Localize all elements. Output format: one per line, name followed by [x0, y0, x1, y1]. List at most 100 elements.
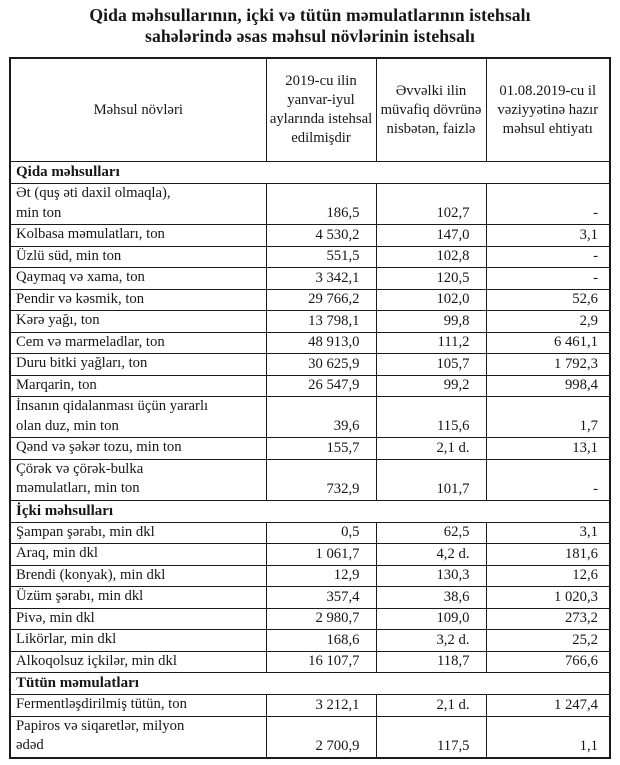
stock-value-cell: 181,6 — [485, 543, 611, 566]
vs-prev-year-value-cell: 62,5 — [375, 521, 487, 544]
table-row: Cem və marmeladlar, ton 48 913,0 111,2 6 46… — [9, 331, 611, 354]
product-name-cell: Brendi (konyak), min dkl — [9, 564, 267, 587]
product-name-cell: Marqarin, ton — [9, 374, 267, 397]
stock-value-cell: 766,6 — [485, 650, 611, 673]
product-name-cell: Kərə yağı, ton — [9, 310, 267, 333]
section-header-label: Tütün məmulatları — [9, 672, 611, 695]
produced-value-cell: 551,5 — [265, 245, 377, 268]
vs-prev-year-value-cell: 118,7 — [375, 650, 487, 673]
produced-value-cell: 13 798,1 — [265, 310, 377, 333]
produced-value-cell: 26 547,9 — [265, 374, 377, 397]
stock-value-cell: - — [485, 458, 611, 501]
produced-value-cell: 2 980,7 — [265, 607, 377, 630]
table-row: Qənd və şəkər tozu, min ton 155,7 2,1 d. 13… — [9, 437, 611, 460]
product-name-cell: Pivə, min dkl — [9, 607, 267, 630]
produced-value-cell: 12,9 — [265, 564, 377, 587]
product-name-cell: Fermentləşdirilmiş tütün, ton — [9, 694, 267, 717]
table-row: Duru bitki yağları, ton 30 625,9 105,7 1 79… — [9, 353, 611, 376]
section-header-row: Tütün məmulatları — [9, 672, 611, 695]
product-name-cell: Kolbasa məmulatları, ton — [9, 224, 267, 247]
vs-prev-year-value-cell: 115,6 — [375, 396, 487, 438]
product-name-cell: Pendir və kəsmik, ton — [9, 288, 267, 311]
table-row: Fermentləşdirilmiş tütün, ton 3 212,1 2,1 … — [9, 694, 611, 717]
product-name-cell: Duru bitki yağları, ton — [9, 353, 267, 376]
vs-prev-year-value-cell: 111,2 — [375, 331, 487, 354]
vs-prev-year-value-cell: 117,5 — [375, 715, 487, 758]
section-header-label: Qida məhsulları — [9, 161, 611, 184]
vs-prev-year-value-cell: 102,7 — [375, 183, 487, 225]
stock-value-cell: - — [485, 245, 611, 268]
product-name-cell: Üzüm şərabı, min dkl — [9, 586, 267, 609]
product-name-cell: Qənd və şəkər tozu, min ton — [9, 437, 267, 460]
vs-prev-year-value-cell: 109,0 — [375, 607, 487, 630]
column-header-vs-previous-year: Əvvəlki ilin müvafiq dövrünə nisbətən, f… — [375, 57, 487, 162]
table-row: Alkoqolsuz içkilər, min dkl 16 107,7 118,7… — [9, 650, 611, 673]
stock-value-cell: 12,6 — [485, 564, 611, 587]
table-row: Papiros və siqaretlər, milyon ədəd 2 700,… — [9, 715, 611, 758]
produced-value-cell: 3 212,1 — [265, 694, 377, 717]
stock-value-cell: 2,9 — [485, 310, 611, 333]
stock-value-cell: 1 247,4 — [485, 694, 611, 717]
stock-value-cell: 3,1 — [485, 224, 611, 247]
page-title: Qida məhsullarının, içki və tütün məmula… — [89, 5, 531, 46]
table-row: Pendir və kəsmik, ton 29 766,2 102,0 52,6 — [9, 288, 611, 311]
vs-prev-year-value-cell: 99,2 — [375, 374, 487, 397]
table-row: Ət (quş əti daxil olmaqla), min ton 186,5… — [9, 183, 611, 225]
vs-prev-year-value-cell: 120,5 — [375, 267, 487, 290]
table-row: Şampan şərabı, min dkl 0,5 62,5 3,1 — [9, 521, 611, 544]
produced-value-cell: 0,5 — [265, 521, 377, 544]
stock-value-cell: 6 461,1 — [485, 331, 611, 354]
stock-value-cell: 273,2 — [485, 607, 611, 630]
product-name-cell: Likörlar, min dkl — [9, 629, 267, 652]
stock-value-cell: 1 792,3 — [485, 353, 611, 376]
produced-value-cell: 16 107,7 — [265, 650, 377, 673]
product-name-cell: Qaymaq və xama, ton — [9, 267, 267, 290]
produced-value-cell: 186,5 — [265, 183, 377, 225]
product-name-cell: Araq, min dkl — [9, 543, 267, 566]
table-header-row: Məhsul növləri 2019-cu ilin yanvar-iyul … — [9, 57, 611, 162]
table-row: İnsanın qidalanması üçün yararlı olan du… — [9, 396, 611, 438]
column-header-produced-2019: 2019-cu ilin yanvar-iyul aylarında isteh… — [265, 57, 377, 162]
vs-prev-year-value-cell: 4,2 d. — [375, 543, 487, 566]
table-row: Brendi (konyak), min dkl 12,9 130,3 12,6 — [9, 564, 611, 587]
vs-prev-year-value-cell: 147,0 — [375, 224, 487, 247]
table-header: Məhsul növləri 2019-cu ilin yanvar-iyul … — [9, 57, 611, 162]
produced-value-cell: 30 625,9 — [265, 353, 377, 376]
column-header-ready-product-stock: 01.08.2019-cu il vəziyyətinə hazır məhsu… — [485, 57, 611, 162]
vs-prev-year-value-cell: 130,3 — [375, 564, 487, 587]
product-name-cell: Alkoqolsuz içkilər, min dkl — [9, 650, 267, 673]
table-row: Marqarin, ton 26 547,9 99,2 998,4 — [9, 374, 611, 397]
vs-prev-year-value-cell: 101,7 — [375, 458, 487, 501]
product-name-cell: İnsanın qidalanması üçün yararlı olan du… — [9, 396, 267, 438]
produced-value-cell: 155,7 — [265, 437, 377, 460]
table-row: Likörlar, min dkl 168,6 3,2 d. 25,2 — [9, 629, 611, 652]
table-body: Qida məhsulları Ət (quş əti daxil olmaqla… — [9, 161, 611, 758]
vs-prev-year-value-cell: 102,8 — [375, 245, 487, 268]
table-row: Araq, min dkl 1 061,7 4,2 d. 181,6 — [9, 543, 611, 566]
stock-value-cell: 52,6 — [485, 288, 611, 311]
produced-value-cell: 1 061,7 — [265, 543, 377, 566]
section-header-label: İçki məhsulları — [9, 499, 611, 523]
product-name-cell: Üzlü süd, min ton — [9, 245, 267, 268]
stock-value-cell: - — [485, 183, 611, 225]
product-name-cell: Ət (quş əti daxil olmaqla), min ton — [9, 183, 267, 225]
vs-prev-year-value-cell: 2,1 d. — [375, 694, 487, 717]
produced-value-cell: 168,6 — [265, 629, 377, 652]
vs-prev-year-value-cell: 2,1 d. — [375, 437, 487, 460]
production-statistics-table: Məhsul növləri 2019-cu ilin yanvar-iyul … — [9, 57, 611, 759]
produced-value-cell: 4 530,2 — [265, 224, 377, 247]
column-header-product-types: Məhsul növləri — [9, 57, 267, 162]
product-name-cell: Şampan şərabı, min dkl — [9, 521, 267, 544]
table-row: Qaymaq və xama, ton 3 342,1 120,5- — [9, 267, 611, 290]
vs-prev-year-value-cell: 3,2 d. — [375, 629, 487, 652]
product-name-cell: Çörək və çörək-bulka məmulatları, min to… — [9, 458, 267, 501]
stock-value-cell: 3,1 — [485, 521, 611, 544]
stock-value-cell: - — [485, 267, 611, 290]
table-row: Çörək və çörək-bulka məmulatları, min to… — [9, 458, 611, 501]
vs-prev-year-value-cell: 38,6 — [375, 586, 487, 609]
stock-value-cell: 25,2 — [485, 629, 611, 652]
produced-value-cell: 29 766,2 — [265, 288, 377, 311]
table-row: Kolbasa məmulatları, ton 4 530,2 147,0 3,1 — [9, 224, 611, 247]
product-name-cell: Papiros və siqaretlər, milyon ədəd — [9, 715, 267, 758]
produced-value-cell: 732,9 — [265, 458, 377, 501]
